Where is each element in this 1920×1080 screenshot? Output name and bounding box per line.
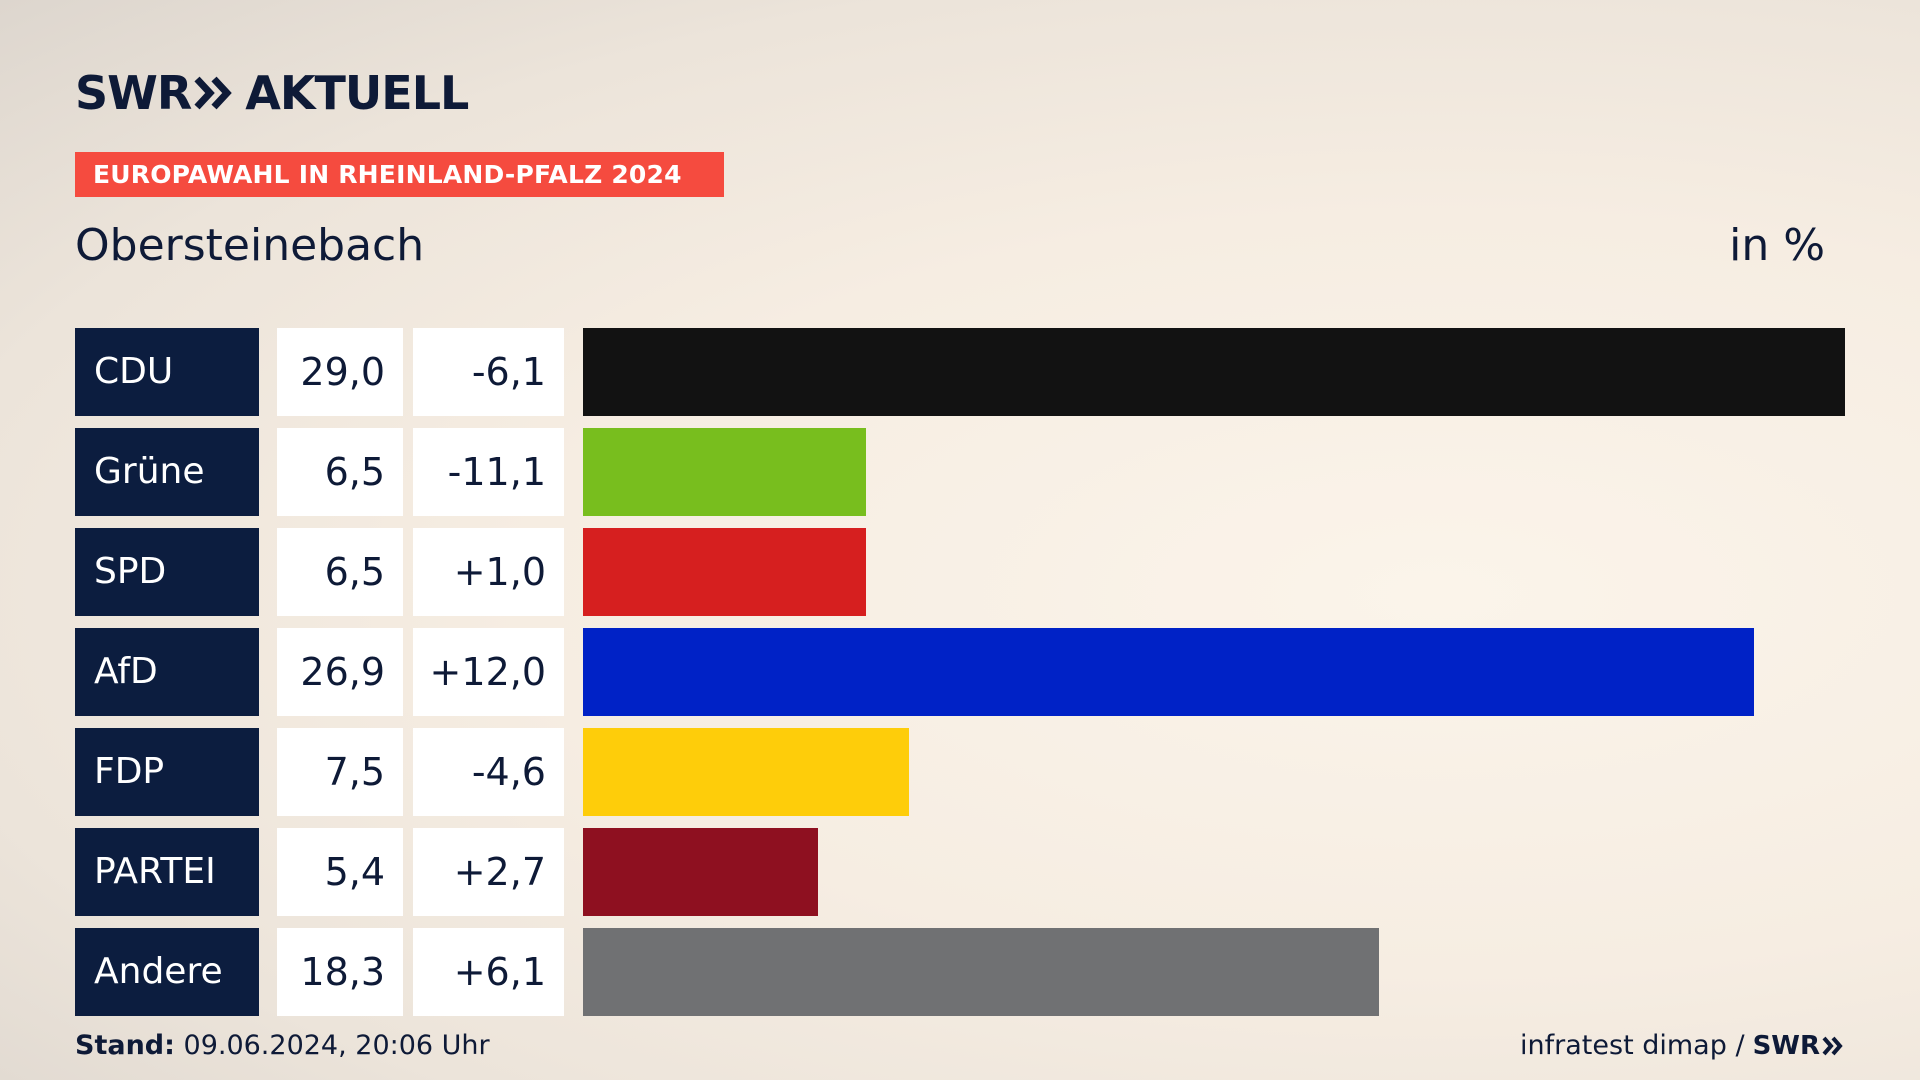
value-label-andere: 18,3 [277,928,403,1016]
difference-label-gr-ne: -11,1 [413,428,564,516]
logo-aktuell-text: AKTUELL [245,66,469,120]
difference-label-andere: +6,1 [413,928,564,1016]
difference-label-spd: +1,0 [413,528,564,616]
source-text: infratest dimap / [1520,1030,1745,1061]
value-label-fdp: 7,5 [277,728,403,816]
stand-value: 09.06.2024, 20:06 Uhr [183,1030,490,1061]
logo-swr-text: SWR [75,66,192,120]
source-credit: infratest dimap / SWR [1520,1030,1844,1061]
value-label-afd: 26,9 [277,628,403,716]
party-label-gr-ne: Grüne [75,428,259,516]
value-label-cdu: 29,0 [277,328,403,416]
bar-afd [583,628,1754,716]
difference-label-partei: +2,7 [413,828,564,916]
party-label-afd: AfD [75,628,259,716]
footer-swr-logo: SWR [1752,1030,1820,1061]
bar-spd [583,528,866,616]
party-label-fdp: FDP [75,728,259,816]
value-label-partei: 5,4 [277,828,403,916]
bar-gr-ne [583,428,866,516]
difference-label-cdu: -6,1 [413,328,564,416]
party-label-andere: Andere [75,928,259,1016]
party-label-partei: PARTEI [75,828,259,916]
location-title: Obersteinebach [75,220,425,271]
difference-label-fdp: -4,6 [413,728,564,816]
bar-partei [583,828,818,916]
party-label-spd: SPD [75,528,259,616]
bar-fdp [583,728,909,816]
bar-cdu [583,328,1845,416]
election-banner: EUROPAWAHL IN RHEINLAND-PFALZ 2024 [75,152,724,197]
double-chevron-icon [194,76,233,110]
stand-label: Stand: [75,1030,175,1061]
value-label-spd: 6,5 [277,528,403,616]
timestamp: Stand: 09.06.2024, 20:06 Uhr [75,1030,490,1061]
bar-andere [583,928,1379,1016]
swr-aktuell-logo: SWR AKTUELL [75,66,469,120]
difference-label-afd: +12,0 [413,628,564,716]
party-label-cdu: CDU [75,328,259,416]
value-label-gr-ne: 6,5 [277,428,403,516]
footer-chevron-icon [1822,1036,1843,1055]
unit-label: in % [1729,220,1825,271]
